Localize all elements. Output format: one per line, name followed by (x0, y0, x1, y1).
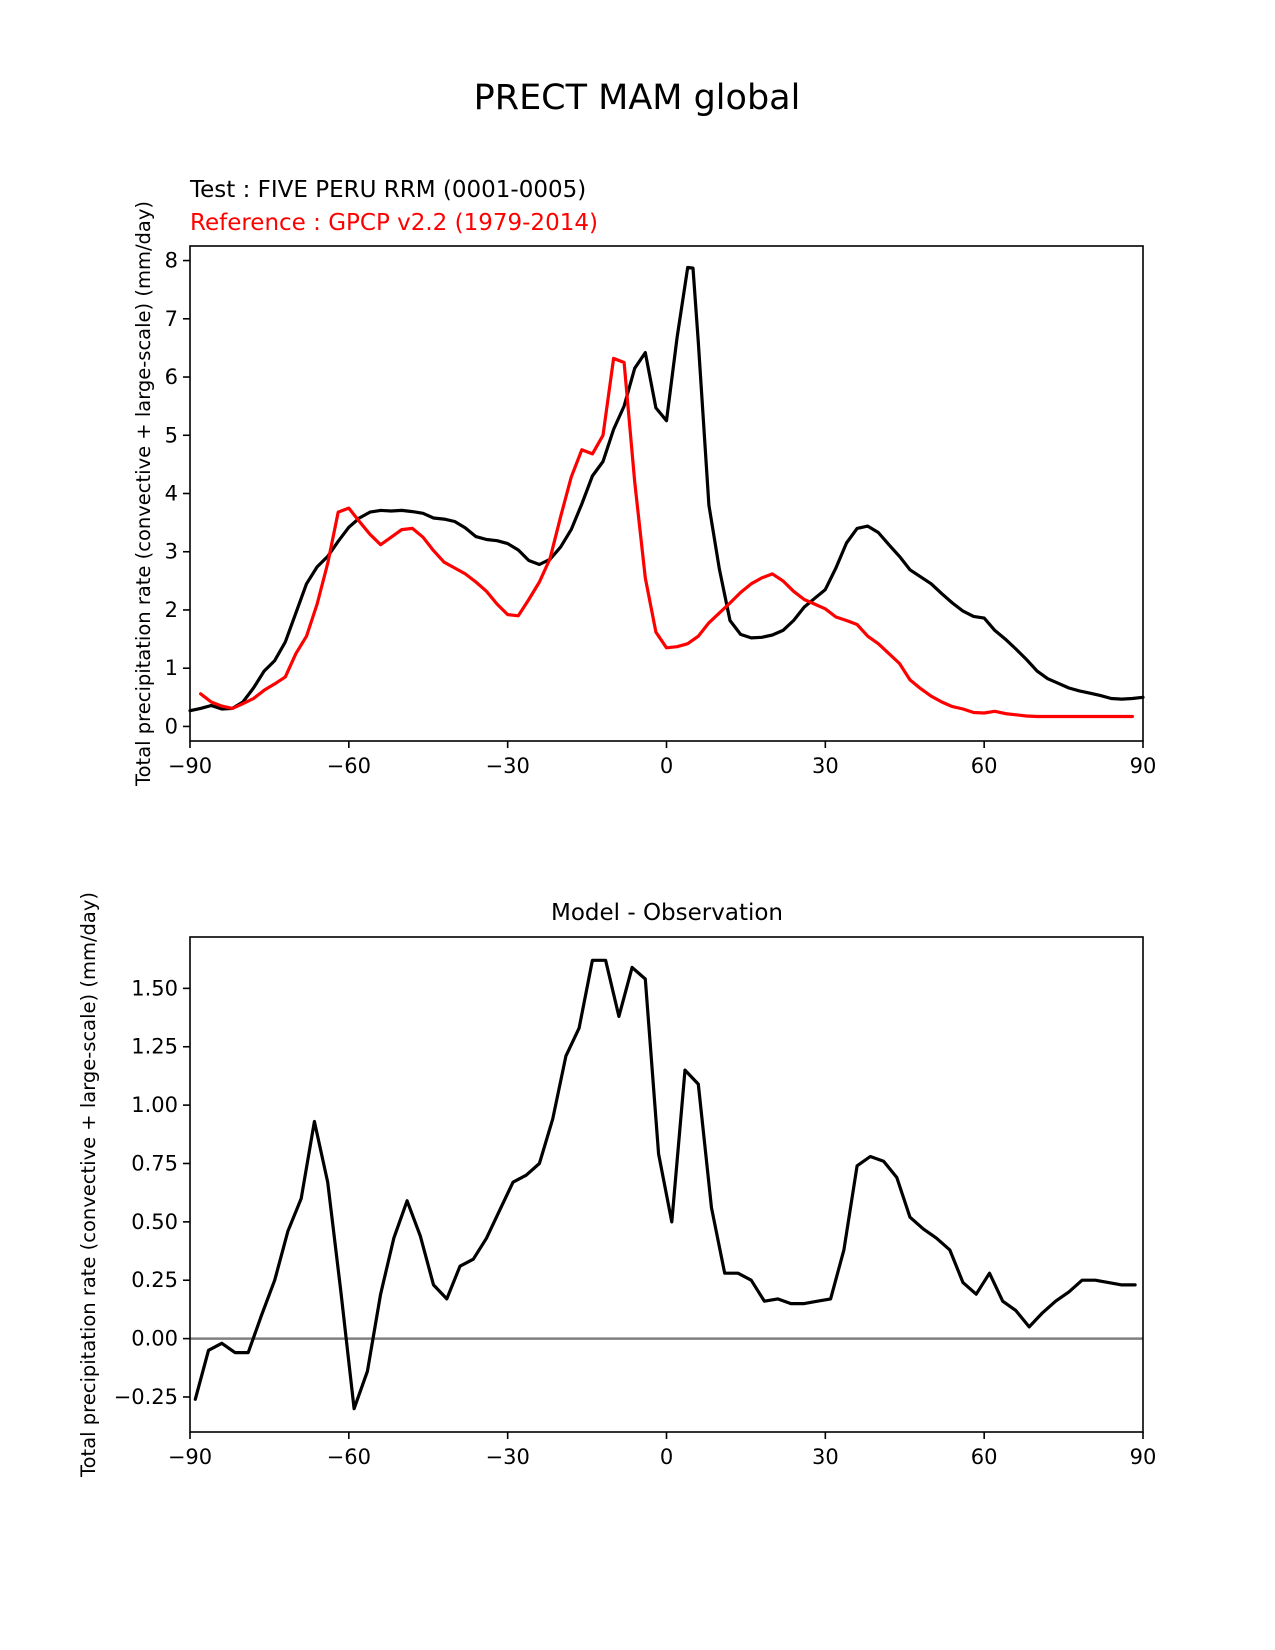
bottom-y-tick-label: 0.00 (131, 1327, 178, 1351)
top-y-tick-label: 3 (165, 540, 178, 564)
top-y-tick-label: 4 (165, 482, 178, 506)
bottom-x-tick-label: −90 (168, 1445, 212, 1469)
bottom-x-tick-label: 0 (660, 1445, 673, 1469)
top-y-tick-label: 8 (165, 249, 178, 273)
bottom-x-tick-label: 60 (971, 1445, 998, 1469)
panel-top-chart: Test : FIVE PERU RRM (0001-0005) Referen… (132, 177, 1156, 787)
bottom-y-tick-label: 1.50 (131, 976, 178, 1000)
top-x-tick-label: 30 (812, 754, 839, 778)
bottom-y-tick-label: 0.25 (131, 1268, 178, 1292)
top-x-tick-label: 90 (1130, 754, 1157, 778)
bottom-y-tick-label: 0.50 (131, 1210, 178, 1234)
figure-title: PRECT MAM global (474, 78, 801, 118)
top-y-tick-label: 7 (165, 307, 178, 331)
bottom-y-tick-label: 0.75 (131, 1151, 178, 1175)
top-y-tick-label: 1 (165, 656, 178, 680)
legend-test-label: Test : FIVE PERU RRM (0001-0005) (189, 177, 586, 203)
bottom-axes-frame (189, 936, 1144, 1433)
top-y-axis-label: Total precipitation rate (convective + l… (132, 201, 155, 787)
top-y-tick-label: 6 (165, 365, 178, 389)
legend-reference-label: Reference : GPCP v2.2 (1979-2014) (190, 210, 598, 236)
bottom-y-tick-label: 1.25 (131, 1035, 178, 1059)
top-series-line-reference (199, 356, 1135, 719)
bottom-x-tick-label: −60 (327, 1445, 371, 1469)
bottom-y-tick-label: 1.00 (131, 1093, 178, 1117)
bottom-chart-title: Model - Observation (551, 900, 783, 926)
top-y-tick-label: 0 (165, 714, 178, 738)
bottom-y-tick-label: −0.25 (114, 1385, 178, 1409)
top-x-tick-label: −30 (486, 754, 530, 778)
top-x-tick-label: −90 (168, 754, 212, 778)
bottom-x-tick-label: 90 (1130, 1445, 1157, 1469)
panel-bottom-chart: Model - Observation −90 −60 −30 0 30 60 90 −0.2… (77, 892, 1156, 1478)
top-y-tick-label: 2 (165, 598, 178, 622)
bottom-series-line-difference (193, 958, 1137, 1411)
bottom-x-tick-label: 30 (812, 1445, 839, 1469)
top-x-tick-label: 0 (660, 754, 673, 778)
top-y-tick-label: 5 (165, 423, 178, 447)
top-x-tick-label: −60 (327, 754, 371, 778)
top-axes-frame (189, 245, 1144, 742)
top-series-line-test (188, 265, 1145, 713)
top-x-tick-label: 60 (971, 754, 998, 778)
bottom-x-tick-label: −30 (486, 1445, 530, 1469)
bottom-y-axis-label: Total precipitation rate (convective + l… (77, 892, 100, 1478)
